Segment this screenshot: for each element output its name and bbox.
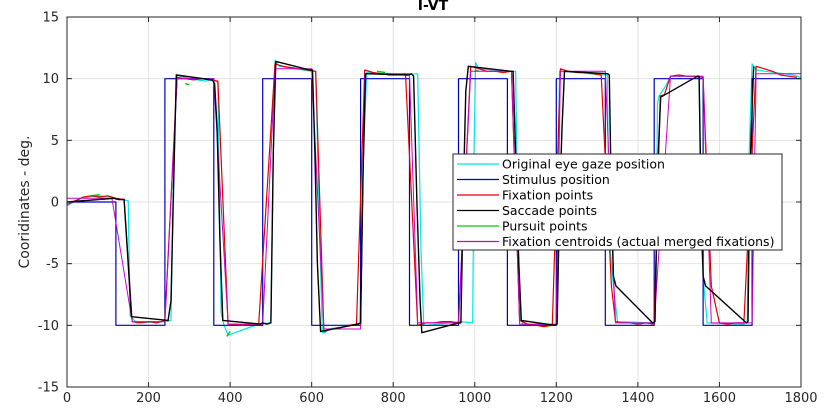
- legend-entry-fixation: Fixation points: [502, 188, 593, 203]
- y-tick-label: -5: [46, 257, 59, 272]
- x-tick-label: 1800: [784, 391, 817, 406]
- x-tick-label: 800: [381, 391, 406, 406]
- x-tick-label: 1600: [703, 391, 736, 406]
- legend-entry-saccade: Saccade points: [502, 203, 597, 218]
- legend-box: [452, 153, 783, 251]
- x-tick-label: 1200: [540, 391, 573, 406]
- x-tick-label: 200: [136, 391, 161, 406]
- axes: 0 200 400 600 800 1000 1200 1400 1600 1800 -15 -10 -…: [38, 11, 818, 407]
- y-tick-label: -10: [38, 319, 59, 334]
- y-tick-label: 0: [51, 196, 59, 211]
- x-tick-label: 0: [63, 391, 71, 406]
- y-tick-label: 10: [42, 72, 59, 87]
- x-tick-label: 600: [299, 391, 324, 406]
- chart-title: I-VT: [418, 0, 449, 14]
- x-tick-label: 1000: [458, 391, 491, 406]
- plot-series: [66, 59, 802, 337]
- x-tick-label: 400: [218, 391, 243, 406]
- y-tick-label: 15: [42, 11, 59, 26]
- series-line-pursuit: [376, 70, 386, 74]
- series-line-pursuit: [185, 82, 190, 86]
- y-axis-label: Cooridinates - deg.: [17, 136, 33, 269]
- legend-entry-stimulus: Stimulus position: [502, 172, 610, 187]
- x-tick-label: 1400: [621, 391, 654, 406]
- series-line-pursuit: [226, 331, 231, 337]
- y-tick-label: 5: [51, 134, 59, 149]
- legend-entry-original: Original eye gaze position: [502, 157, 665, 172]
- legend-entry-pursuit: Pursuit points: [502, 219, 588, 234]
- y-tick-label: -15: [38, 381, 59, 396]
- legend-entry-centroid: Fixation centroids (actual merged fixati…: [502, 234, 774, 249]
